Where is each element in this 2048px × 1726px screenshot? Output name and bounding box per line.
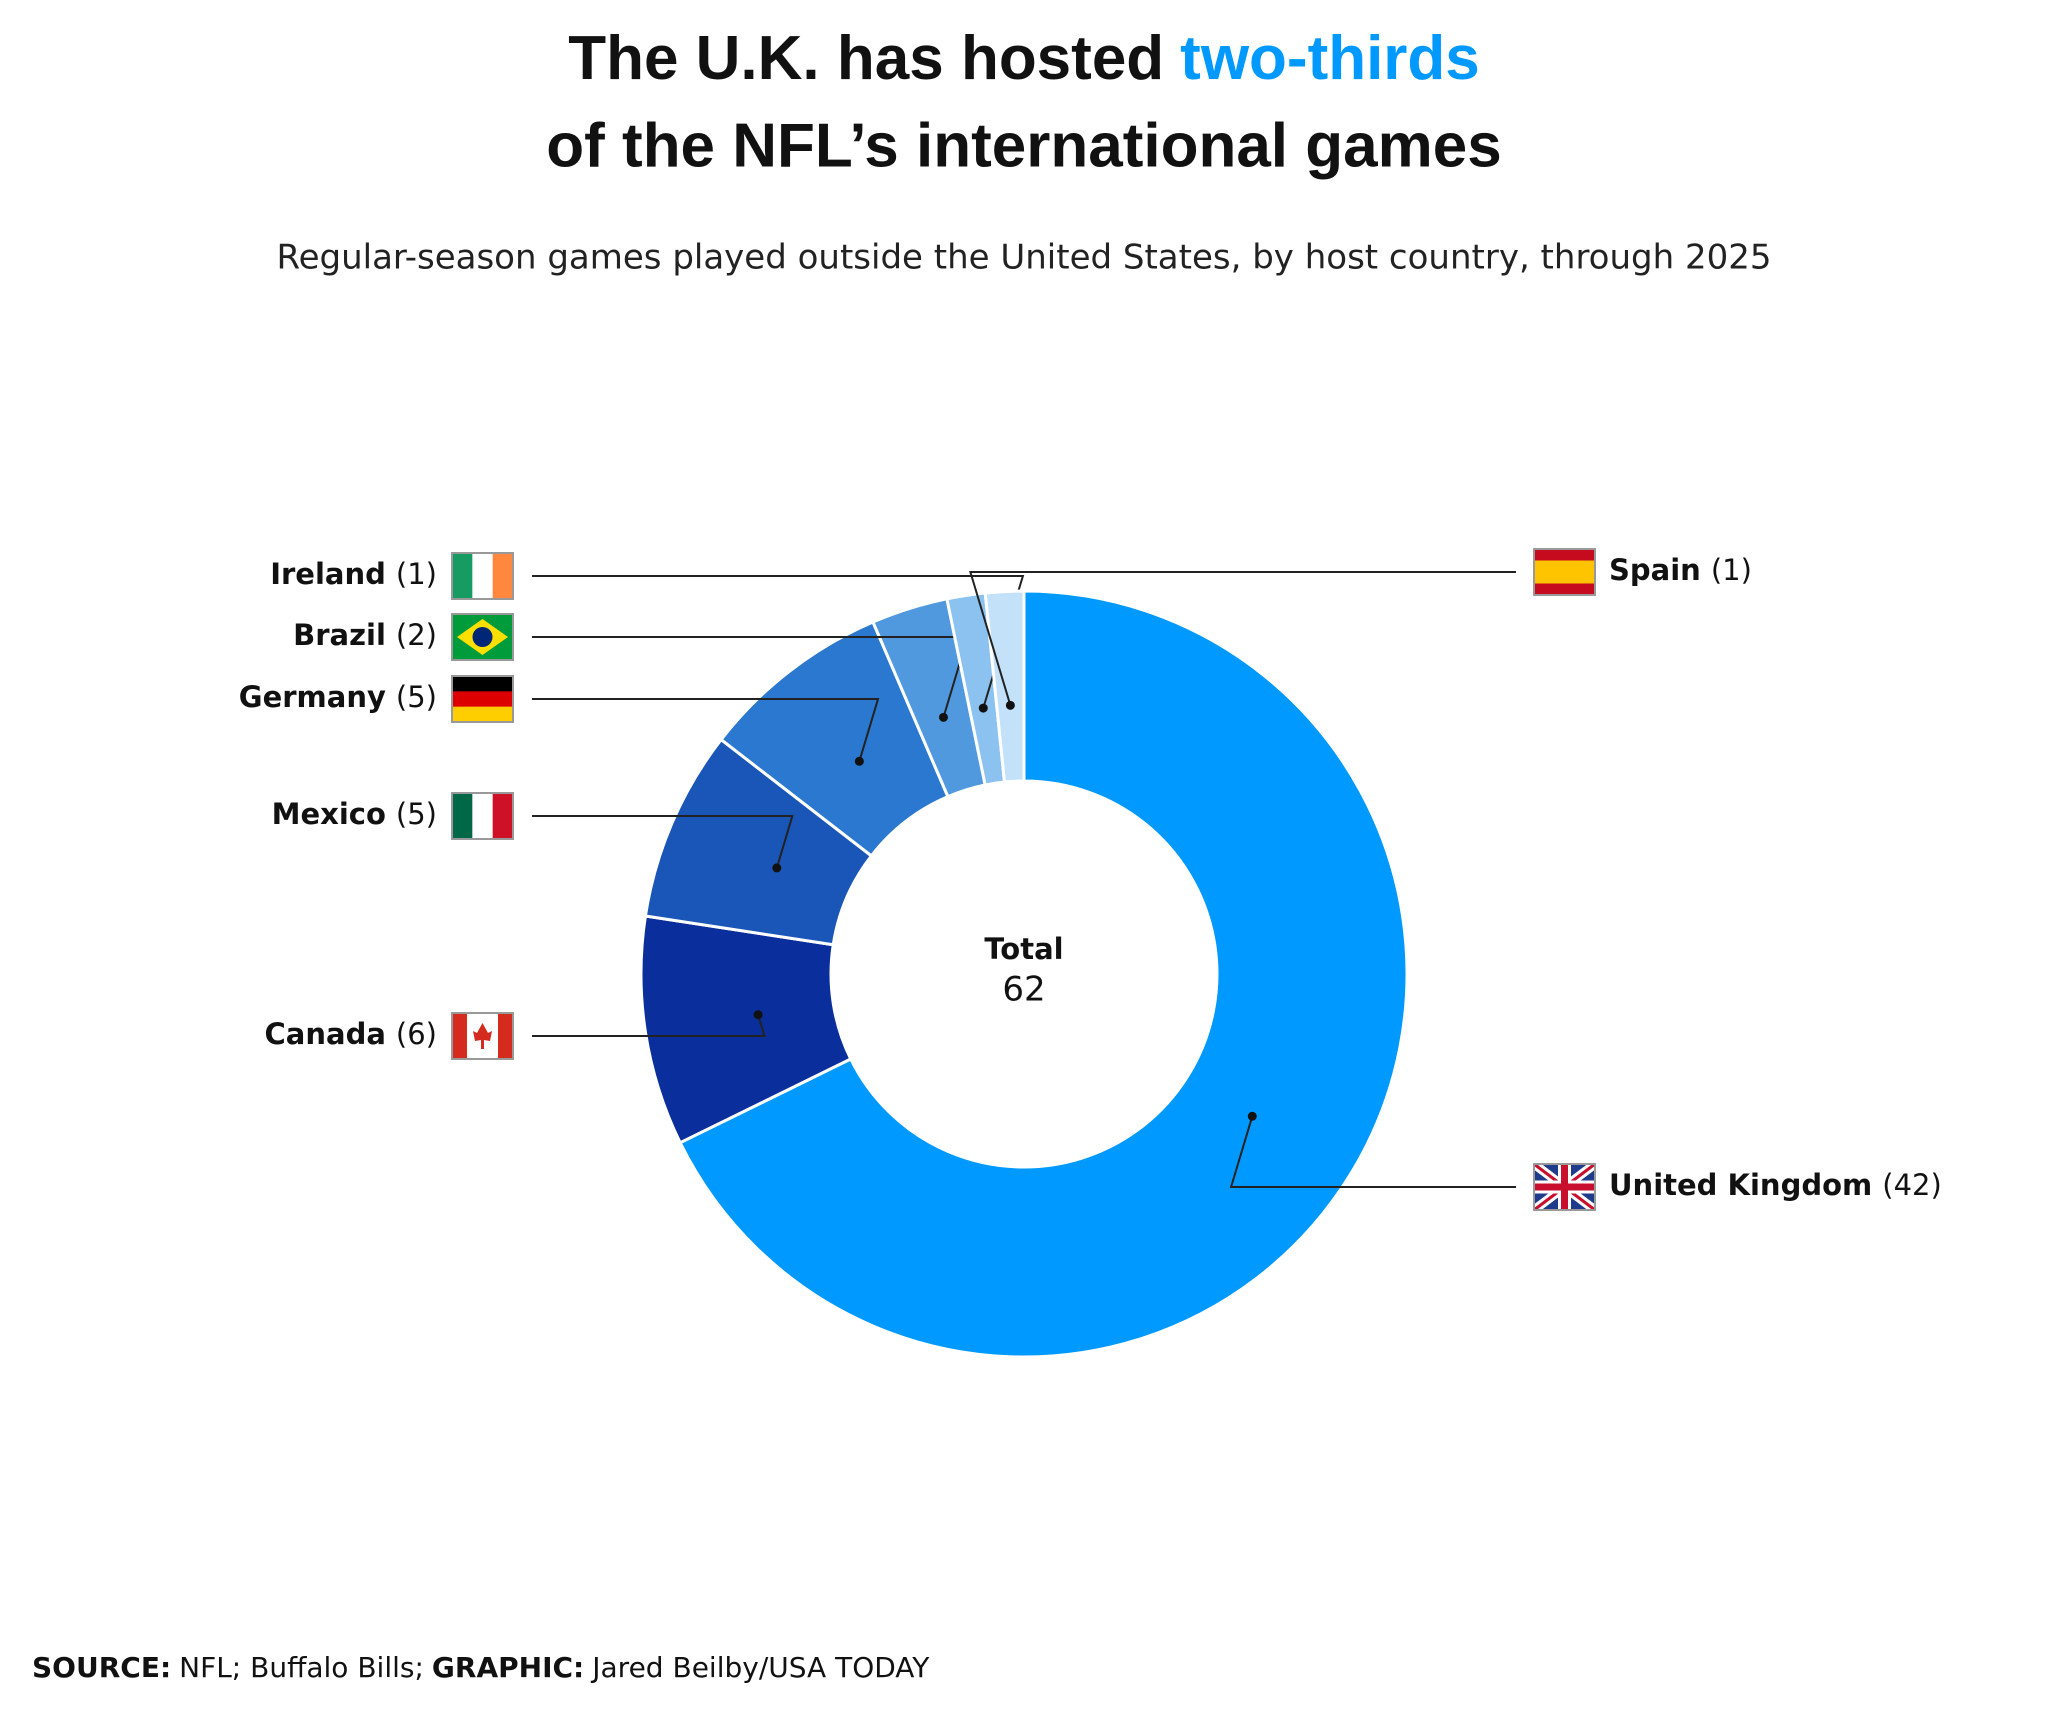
slice-label: Canada (6) [265,1017,438,1051]
flag-mark [452,553,473,599]
slice-label: Ireland (1) [270,557,437,591]
flag-border [451,613,514,661]
flag-border [451,675,514,723]
flag-mark [452,706,513,723]
flag-mark [452,1013,467,1059]
source-key: SOURCE: [32,1651,171,1684]
flag-border [451,552,514,600]
center-label: Total [984,932,1063,966]
leader-dot [854,756,864,766]
flag-mark [452,793,473,839]
value-label: (1) [1711,553,1752,587]
center-total: 62 [1002,970,1045,1010]
leader-dot [1005,700,1015,710]
flag [451,613,514,661]
flag-mark [452,676,513,692]
leader-line [1229,1116,1516,1188]
leader-line [532,1014,766,1037]
source: SOURCE: NFL; Buffalo Bills; GRAPHIC: Jared … [32,1651,930,1684]
flag-mark [473,1023,492,1049]
title: The U.K. has hosted two-thirds [568,24,1480,93]
leader-dot [938,712,948,722]
flag [451,675,514,723]
leader-dot [753,1010,763,1020]
value-label: (6) [396,1017,437,1051]
value-label: (42) [1882,1168,1942,1202]
title: of the NFL’s international games [546,111,1501,180]
category-name: Germany [239,680,386,714]
leader-line [532,698,880,762]
flag-mark [452,691,513,708]
flag-mark [472,793,494,839]
title-part: The U.K. has hosted [568,24,1164,93]
flag-mark [1534,560,1595,584]
leader-line [969,571,1516,706]
source-text: NFL; Buffalo Bills; [179,1651,424,1684]
value-label: (5) [396,797,437,831]
flag-mark [498,1013,513,1059]
flag-mark [492,793,514,839]
leader-dot [1247,1111,1257,1121]
value-label: (5) [396,680,437,714]
category-name: Ireland [270,557,386,591]
category-name: Mexico [272,797,386,831]
flag-border [451,1012,514,1060]
flag-border [1533,1163,1596,1211]
slice-label: Brazil (2) [293,618,437,652]
flag-border [1533,548,1596,596]
flag-mark [472,553,494,599]
flag [451,792,514,840]
slice-label: United Kingdom (42) [1609,1168,1942,1202]
flag-mark [472,627,493,647]
flag [1531,1160,1598,1214]
category-name: Spain [1609,553,1701,587]
category-name: Canada [265,1017,386,1051]
flag [451,552,514,600]
title-highlight: two-thirds [1180,24,1480,93]
flag [1533,548,1596,596]
leader-dot [978,703,988,713]
flag-mark [492,553,514,599]
slice-label: Mexico (5) [272,797,437,831]
leader-line [532,815,794,869]
slice-label: Spain (1) [1609,553,1752,587]
donut-slice [678,589,1409,1359]
category-name: United Kingdom [1609,1168,1872,1202]
flag-border [451,792,514,840]
value-label: (1) [396,557,437,591]
value-label: (2) [396,618,437,652]
category-name: Brazil [293,618,386,652]
slice-label: Germany (5) [239,680,437,714]
leader-dot [772,863,782,873]
subtitle: Regular-season games played outside the … [277,238,1772,278]
source-key: GRAPHIC: [432,1651,584,1684]
flag [451,1012,514,1060]
source-text: Jared Beilby/USA TODAY [590,1651,930,1684]
flag-mark [1534,1164,1595,1210]
